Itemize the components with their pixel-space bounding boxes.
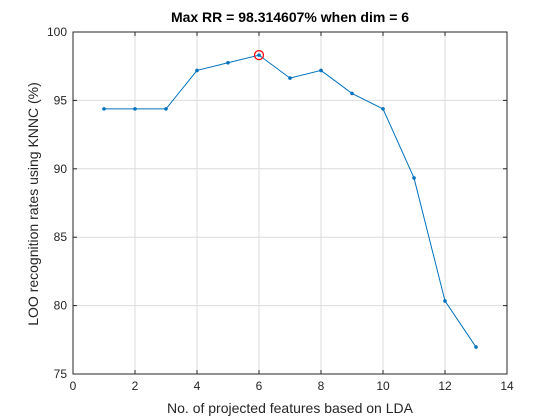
grid (73, 32, 507, 374)
chart-title: Max RR = 98.314607% when dim = 6 (171, 9, 409, 25)
x-tick-label: 0 (70, 379, 77, 393)
x-tick-label: 2 (132, 379, 139, 393)
plot-area (73, 32, 507, 374)
y-tick-label: 85 (54, 230, 68, 244)
data-point (412, 176, 416, 180)
data-point (288, 76, 292, 80)
data-point (133, 107, 137, 111)
max-highlight-marker (253, 50, 265, 61)
x-tick-label: 6 (256, 379, 263, 393)
y-tick-label: 100 (47, 25, 67, 39)
x-tick-label: 8 (318, 379, 325, 393)
y-tick-label: 90 (54, 162, 68, 176)
data-point (381, 107, 385, 111)
data-point (350, 91, 354, 96)
data-point (443, 299, 447, 303)
y-tick-label: 75 (54, 367, 68, 381)
y-tick-label: 80 (54, 299, 68, 313)
x-tick-label: 14 (500, 379, 514, 393)
data-point (164, 107, 168, 111)
x-axis-label: No. of projected features based on LDA (167, 400, 414, 416)
axes-frame (72, 31, 508, 375)
data-point (102, 107, 106, 111)
data-point (474, 345, 478, 349)
y-tick-label: 95 (54, 93, 68, 107)
data-point (226, 60, 230, 65)
y-axis-label: LOO recognition rates using KNNC (%) (25, 82, 41, 326)
x-tick-label: 4 (194, 379, 201, 393)
data-point (195, 68, 199, 73)
data-point (319, 68, 323, 73)
ticks: 0 2 4 6 8 10 12 14 75 80 85 90 95 100 (47, 25, 514, 393)
x-tick-label: 12 (438, 379, 452, 393)
data-point (257, 53, 261, 57)
x-tick-label: 10 (376, 379, 390, 393)
